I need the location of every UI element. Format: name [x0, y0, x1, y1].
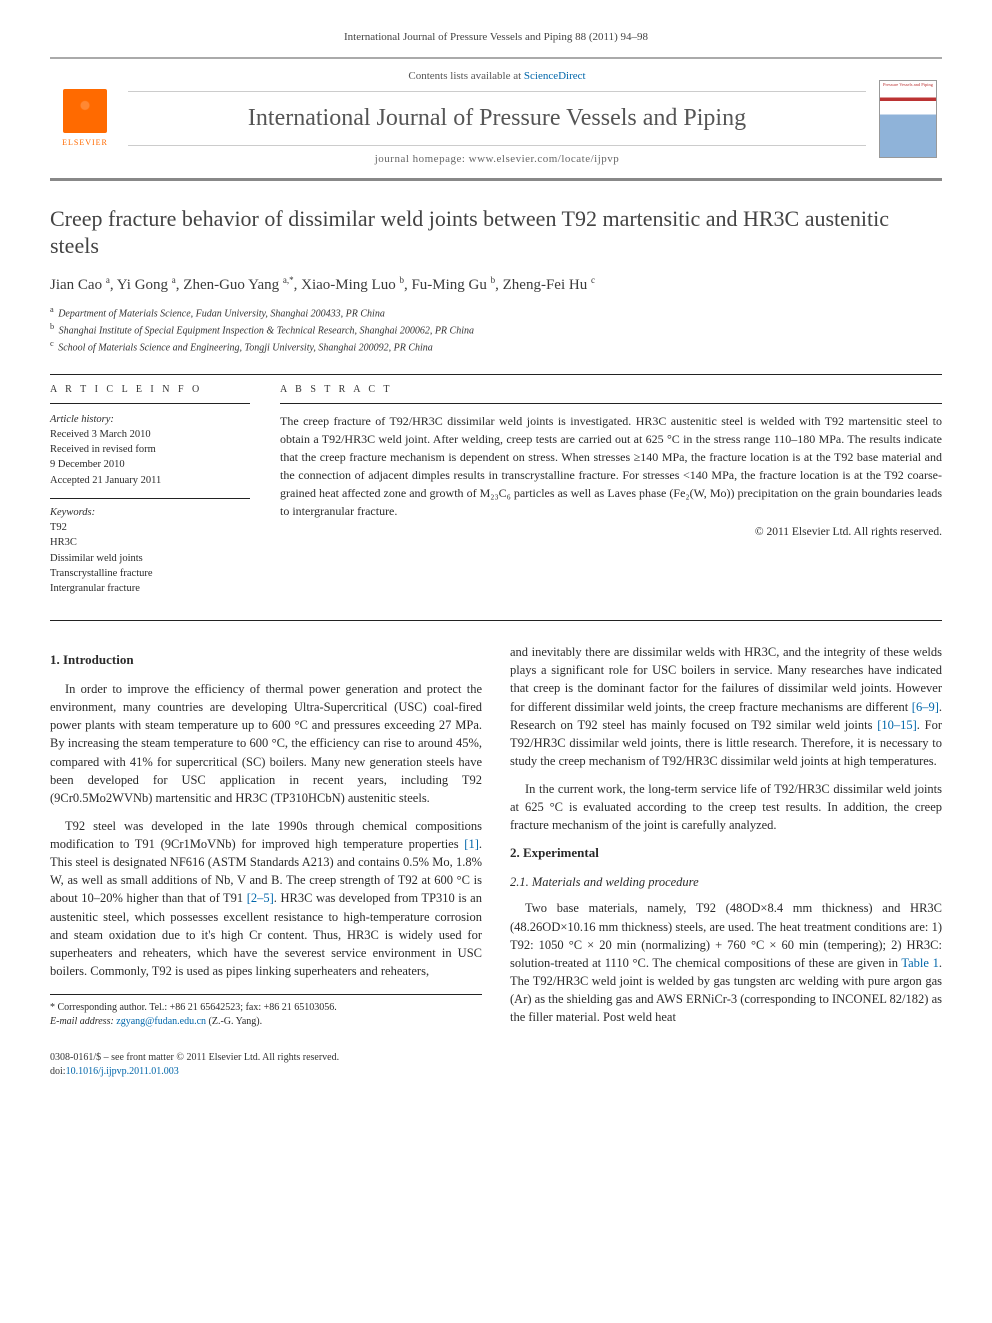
keywords-block: Keywords: T92 HR3C Dissimilar weld joint… [50, 498, 250, 596]
copyright-line: © 2011 Elsevier Ltd. All rights reserved… [280, 524, 942, 540]
front-matter-line: 0308-0161/$ – see front matter © 2011 El… [50, 1051, 339, 1065]
paragraph: In the current work, the long-term servi… [510, 780, 942, 834]
journal-name: International Journal of Pressure Vessel… [128, 102, 866, 136]
affiliations: a Department of Materials Science, Fudan… [50, 304, 942, 356]
article-history: Article history: Received 3 March 2010 R… [50, 412, 250, 488]
doi-line: doi:10.1016/j.ijpvp.2011.01.003 [50, 1065, 339, 1079]
footnote-email-line: E-mail address: zgyang@fudan.edu.cn (Z.-… [50, 1015, 482, 1029]
abstract-label: A B S T R A C T [280, 375, 942, 404]
journal-homepage: journal homepage: www.elsevier.com/locat… [128, 145, 866, 167]
email-label: E-mail address: [50, 1016, 116, 1027]
text: T92 steel was developed in the late 1990… [50, 819, 482, 851]
abstract-column: A B S T R A C T The creep fracture of T9… [280, 375, 942, 596]
affiliation: b Shanghai Institute of Special Equipmen… [50, 321, 942, 338]
citation-link[interactable]: [10–15] [877, 718, 917, 732]
page-footer: 0308-0161/$ – see front matter © 2011 El… [50, 1051, 942, 1079]
abstract-text: The creep fracture of T92/HR3C dissimila… [280, 412, 942, 520]
citation-link[interactable]: [1] [464, 837, 479, 851]
article-title: Creep fracture behavior of dissimilar we… [50, 205, 942, 260]
keyword: HR3C [50, 535, 250, 550]
section-heading-experimental: 2. Experimental [510, 844, 942, 863]
elsevier-tree-icon [63, 89, 107, 133]
paragraph: and inevitably there are dissimilar weld… [510, 643, 942, 770]
journal-reference: International Journal of Pressure Vessel… [50, 30, 942, 45]
paragraph: In order to improve the efficiency of th… [50, 680, 482, 807]
text: Two base materials, namely, T92 (48OD×8.… [510, 901, 942, 969]
article-info-column: A R T I C L E I N F O Article history: R… [50, 375, 250, 596]
homepage-prefix: journal homepage: [375, 153, 469, 165]
paragraph: T92 steel was developed in the late 1990… [50, 817, 482, 980]
text: and inevitably there are dissimilar weld… [510, 645, 942, 713]
publisher-label: ELSEVIER [62, 137, 108, 148]
citation-link[interactable]: [6–9] [912, 700, 939, 714]
history-heading: Article history: [50, 412, 250, 427]
history-line: Received 3 March 2010 [50, 427, 250, 442]
affiliation: c School of Materials Science and Engine… [50, 338, 942, 355]
paragraph: Two base materials, namely, T92 (48OD×8.… [510, 899, 942, 1026]
section-heading-introduction: 1. Introduction [50, 651, 482, 670]
keyword: Dissimilar weld joints [50, 551, 250, 566]
email-link[interactable]: zgyang@fudan.edu.cn [116, 1016, 206, 1027]
article-body: 1. Introduction In order to improve the … [50, 643, 942, 1032]
doi-link[interactable]: 10.1016/j.ijpvp.2011.01.003 [66, 1066, 179, 1077]
citation-link[interactable]: [2–5] [247, 891, 274, 905]
publisher-logo: ELSEVIER [50, 59, 120, 177]
keyword: T92 [50, 520, 250, 535]
table-link[interactable]: Table 1 [901, 956, 938, 970]
corresponding-author-footnote: * Corresponding author. Tel.: +86 21 656… [50, 994, 482, 1029]
journal-cover [874, 59, 942, 177]
divider [50, 620, 942, 621]
history-line: Received in revised form [50, 442, 250, 457]
header-center: Contents lists available at ScienceDirec… [120, 59, 874, 177]
journal-header: ELSEVIER Contents lists available at Sci… [50, 57, 942, 180]
subsection-heading: 2.1. Materials and welding procedure [510, 873, 942, 891]
cover-thumbnail-icon [879, 80, 937, 158]
email-suffix: (Z.-G. Yang). [206, 1016, 262, 1027]
contents-available: Contents lists available at ScienceDirec… [128, 69, 866, 91]
sciencedirect-link[interactable]: ScienceDirect [524, 70, 586, 82]
affiliation: a Department of Materials Science, Fudan… [50, 304, 942, 321]
keyword: Transcrystalline fracture [50, 566, 250, 581]
article-info-label: A R T I C L E I N F O [50, 375, 250, 404]
author-list: Jian Cao a, Yi Gong a, Zhen-Guo Yang a,*… [50, 274, 942, 296]
footer-left: 0308-0161/$ – see front matter © 2011 El… [50, 1051, 339, 1079]
history-line: 9 December 2010 [50, 457, 250, 472]
footnote-line: * Corresponding author. Tel.: +86 21 656… [50, 1001, 482, 1015]
doi-prefix: doi: [50, 1066, 66, 1077]
keywords-heading: Keywords: [50, 505, 250, 520]
history-line: Accepted 21 January 2011 [50, 473, 250, 488]
homepage-url[interactable]: www.elsevier.com/locate/ijpvp [469, 153, 620, 165]
contents-prefix: Contents lists available at [408, 70, 523, 82]
keyword: Intergranular fracture [50, 581, 250, 596]
